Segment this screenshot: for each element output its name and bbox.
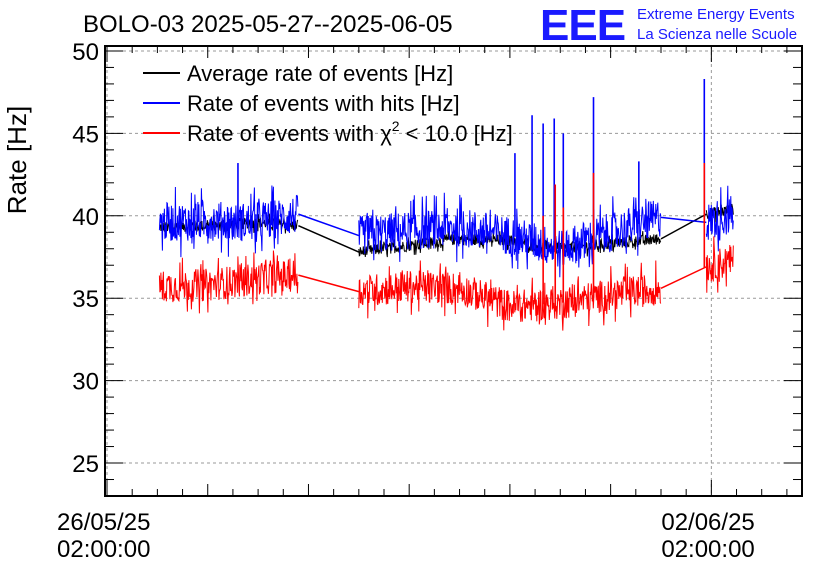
eee-logo-line1: Extreme Energy Events [637,6,795,23]
y-tick-label: 50 [72,39,99,66]
chart-title: BOLO-03 2025-05-27--2025-06-05 [83,11,453,38]
y-axis-label: Rate [Hz] [2,106,32,214]
series-gap-connector [660,266,707,289]
series-line [158,250,299,314]
legend-label-chi2-main: Rate of events with χ [187,121,392,146]
series-gap-connector [660,216,707,224]
eee-logo: EEE Extreme Energy Events La Scienza nel… [540,1,797,50]
eee-logo-line2: La Scienza nelle Scuole [637,26,797,43]
axes: 25303540455026/05/2502:00:0002/06/2502:0… [57,39,802,563]
x-tick-label-date: 26/05/25 [57,509,150,536]
y-tick-label: 45 [72,121,99,148]
y-tick-label: 25 [72,451,99,478]
series-gap-connector [298,274,360,293]
series-line [358,260,662,331]
y-tick-label: 30 [72,369,99,396]
legend-label-average: Average rate of events [Hz] [187,61,453,86]
x-tick-label-time: 02:00:00 [57,536,150,563]
x-tick-label-date: 02/06/25 [661,509,754,536]
x-tick-label-time: 02:00:00 [661,536,754,563]
eee-logo-letters: EEE [540,1,625,50]
series-chi2 [158,163,734,331]
series-line [358,192,662,278]
y-tick-label: 35 [72,286,99,313]
legend-label-chi2-sup: 2 [392,118,400,134]
series-line [705,185,734,252]
series-gap-connector [298,213,360,237]
series-line [158,185,299,258]
legend: Average rate of events [Hz] Rate of even… [143,61,513,146]
legend-label-hits: Rate of events with hits [Hz] [187,91,460,116]
series-line [358,230,662,258]
series-layer [158,78,734,331]
legend-label-chi2-tail: < 10.0 [Hz] [400,121,513,146]
y-tick-label: 40 [72,204,99,231]
series-hits [158,78,734,278]
legend-label-chi2: Rate of events with χ2 < 10.0 [Hz] [187,118,513,146]
series-gap-connector [298,224,360,253]
series-line [705,236,734,293]
plot-frame [104,45,803,497]
series-gap-connector [660,213,707,240]
